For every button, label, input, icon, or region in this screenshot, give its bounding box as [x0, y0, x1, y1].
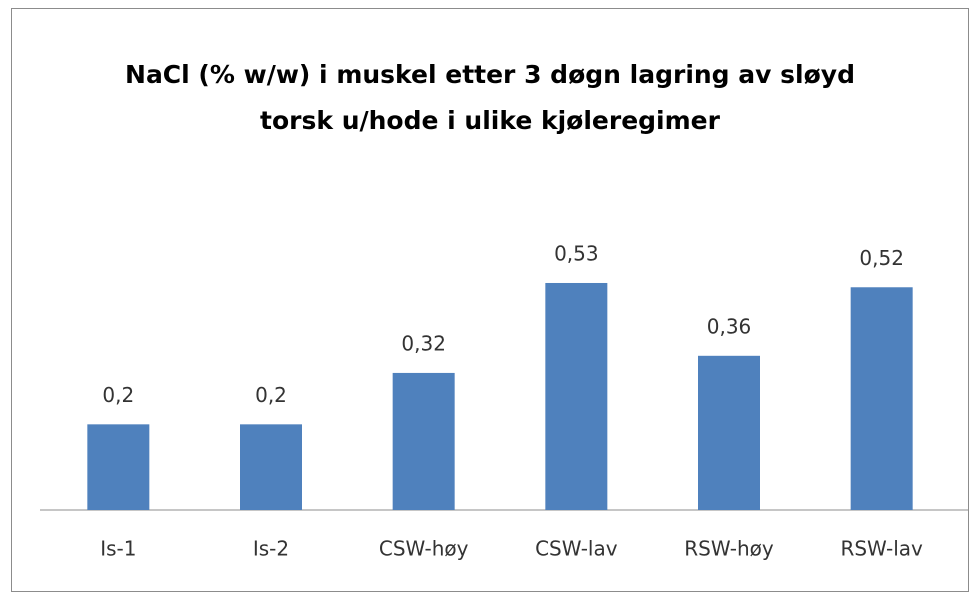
data-label: 0,2: [102, 383, 134, 407]
x-tick-label: RSW-lav: [840, 537, 923, 561]
x-tick-label: CSW-lav: [535, 537, 618, 561]
bar: [850, 287, 913, 510]
data-label: 0,32: [401, 331, 446, 355]
x-tick-label: CSW-høy: [379, 537, 469, 561]
bar: [240, 424, 302, 510]
bar: [392, 372, 455, 510]
x-tick-label: RSW-høy: [684, 537, 774, 561]
bar: [698, 355, 760, 510]
x-tick-label: Is-2: [253, 537, 289, 561]
x-tick-label: Is-1: [100, 537, 136, 561]
chart-title: NaCl (% w/w) i muskel etter 3 døgn lagri…: [125, 60, 855, 135]
data-label: 0,36: [707, 314, 752, 338]
data-label: 0,2: [255, 383, 287, 407]
bar: [545, 282, 608, 510]
chart-frame: [11, 8, 969, 592]
bar: [87, 424, 150, 510]
data-label: 0,53: [554, 241, 599, 265]
data-label: 0,52: [859, 246, 904, 270]
